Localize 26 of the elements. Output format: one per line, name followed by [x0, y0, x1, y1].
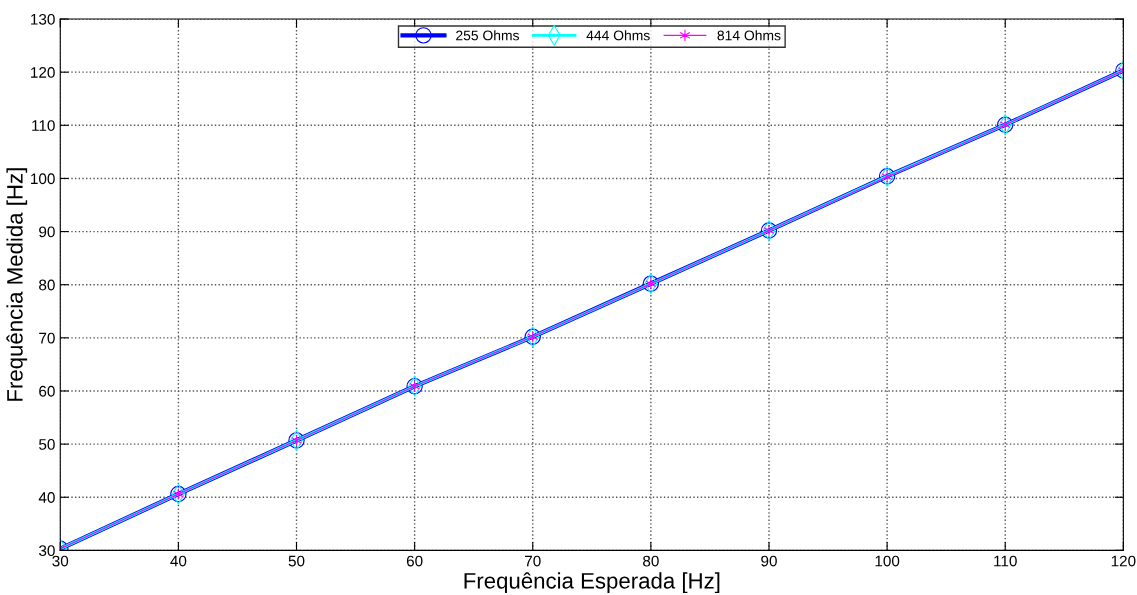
y-tick-label: 90	[39, 226, 55, 238]
x-axis-title: Frequência Esperada [Hz]	[464, 572, 720, 594]
y-tick-label: 120	[31, 67, 55, 78]
y-tick-label: 100	[31, 173, 55, 185]
x-tick-label: 60	[406, 555, 423, 567]
y-tick-label: 130	[31, 13, 55, 25]
x-tick-label: 70	[525, 555, 541, 567]
legend-label: 814 Ohms	[717, 30, 781, 41]
x-tick-label: 120	[1111, 555, 1136, 567]
legend-label: 444 Ohms	[586, 30, 650, 41]
x-tick-label: 100	[875, 555, 900, 567]
x-tick-label: 80	[643, 555, 659, 567]
x-tick-label: 50	[288, 555, 305, 567]
y-axis-title: Frequência Medida [Hz]	[6, 168, 28, 401]
x-tick-label: 30	[52, 555, 69, 567]
x-tick-label: 40	[170, 555, 187, 567]
y-tick-label: 60	[39, 385, 55, 397]
y-tick-label: 80	[39, 279, 55, 291]
legend-label: 255 Ohms	[456, 30, 519, 41]
x-tick-label: 90	[761, 555, 777, 567]
y-tick-label: 70	[39, 332, 55, 344]
y-tick-label: 110	[32, 120, 55, 131]
y-tick-label: 40	[38, 492, 55, 503]
x-tick-label: 110	[994, 555, 1017, 567]
y-tick-label: 30	[38, 545, 55, 557]
y-tick-label: 50	[39, 438, 55, 450]
